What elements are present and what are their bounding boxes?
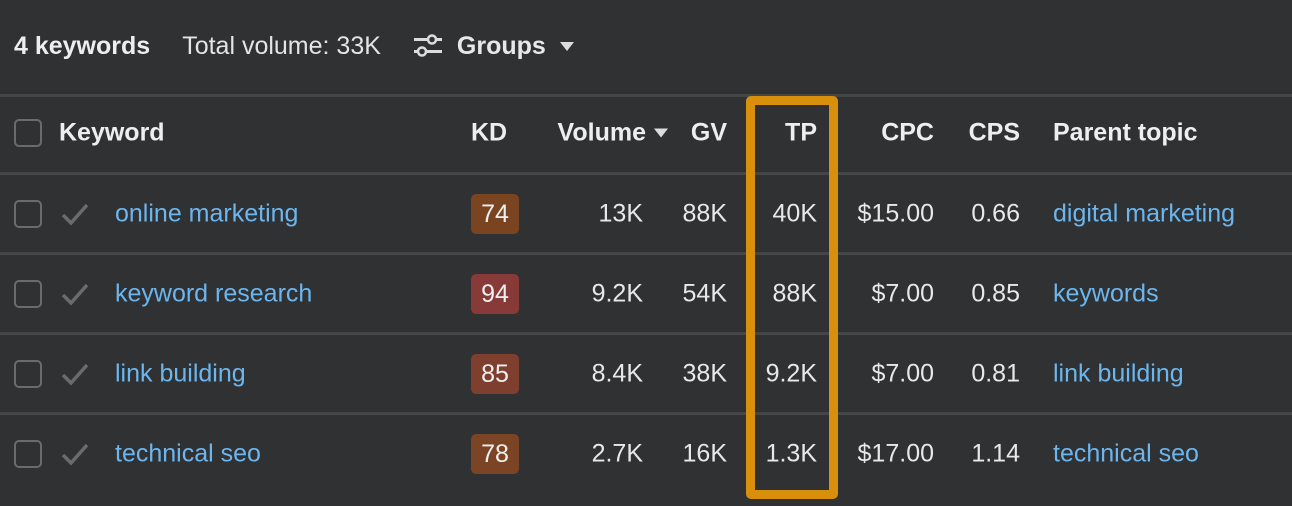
- keyword-link[interactable]: keyword research: [115, 279, 313, 308]
- gv-value: 16K: [682, 439, 727, 468]
- col-parent-topic[interactable]: Parent topic: [1053, 118, 1198, 147]
- tp-value: 9.2K: [765, 359, 817, 388]
- row-checkbox[interactable]: [14, 280, 42, 308]
- parent-topic-link[interactable]: link building: [1053, 359, 1184, 388]
- keyword-count: 4 keywords: [14, 31, 151, 60]
- groups-dropdown[interactable]: Groups: [413, 32, 574, 61]
- kd-badge: 78: [471, 434, 519, 474]
- checkmark-icon[interactable]: [60, 442, 90, 466]
- table-row: link building 85 8.4K 38K 9.2K $7.00 0.8…: [0, 334, 1292, 414]
- divider: [0, 172, 1292, 175]
- volume-value: 8.4K: [591, 359, 643, 388]
- table-header: Keyword KD Volume GV TP CPC CPS Parent t…: [0, 93, 1292, 173]
- gv-value: 38K: [682, 359, 727, 388]
- kd-badge: 85: [471, 354, 519, 394]
- sort-desc-icon: [654, 128, 668, 138]
- row-checkbox[interactable]: [14, 200, 42, 228]
- checkmark-icon[interactable]: [60, 202, 90, 226]
- caret-down-icon: [559, 41, 574, 51]
- groups-label: Groups: [456, 31, 546, 60]
- row-checkbox[interactable]: [14, 360, 42, 388]
- col-cpc[interactable]: CPC: [881, 118, 934, 147]
- checkmark-icon[interactable]: [60, 282, 90, 306]
- col-kd[interactable]: KD: [471, 118, 508, 147]
- gv-value: 54K: [682, 279, 727, 308]
- cps-value: 0.66: [971, 199, 1020, 228]
- table-row: technical seo 78 2.7K 16K 1.3K $17.00 1.…: [0, 414, 1292, 494]
- table-row: online marketing 74 13K 88K 40K $15.00 0…: [0, 174, 1292, 254]
- sliders-icon: [413, 34, 442, 57]
- cpc-value: $7.00: [871, 359, 934, 388]
- tp-value: 1.3K: [765, 439, 817, 468]
- cps-value: 0.81: [971, 359, 1020, 388]
- volume-value: 13K: [598, 199, 643, 228]
- col-tp[interactable]: TP: [785, 118, 817, 147]
- divider: [0, 332, 1292, 335]
- parent-topic-link[interactable]: keywords: [1053, 279, 1159, 308]
- divider: [0, 94, 1292, 97]
- keyword-link[interactable]: link building: [115, 359, 246, 388]
- col-volume[interactable]: Volume: [558, 119, 668, 148]
- keyword-link[interactable]: online marketing: [115, 199, 299, 228]
- cps-value: 0.85: [971, 279, 1020, 308]
- divider: [0, 412, 1292, 415]
- select-all-checkbox[interactable]: [14, 119, 42, 147]
- col-gv[interactable]: GV: [690, 118, 727, 147]
- cpc-value: $15.00: [857, 199, 934, 228]
- col-keyword[interactable]: Keyword: [59, 118, 165, 147]
- checkmark-icon[interactable]: [60, 362, 90, 386]
- table-row: keyword research 94 9.2K 54K 88K $7.00 0…: [0, 254, 1292, 334]
- tp-column-highlight: [746, 96, 838, 499]
- keyword-link[interactable]: technical seo: [115, 439, 261, 468]
- kd-badge: 94: [471, 274, 519, 314]
- kd-badge: 74: [471, 194, 519, 234]
- cpc-value: $7.00: [871, 279, 934, 308]
- volume-value: 9.2K: [591, 279, 643, 308]
- col-cps[interactable]: CPS: [968, 118, 1020, 147]
- summary-bar: 4 keywords Total volume: 33K Groups: [14, 28, 574, 64]
- tp-value: 88K: [772, 279, 817, 308]
- cpc-value: $17.00: [857, 439, 934, 468]
- cps-value: 1.14: [971, 439, 1020, 468]
- parent-topic-link[interactable]: digital marketing: [1053, 199, 1236, 228]
- col-volume-label: Volume: [557, 118, 646, 147]
- divider: [0, 252, 1292, 255]
- parent-topic-link[interactable]: technical seo: [1053, 439, 1199, 468]
- tp-value: 40K: [772, 199, 817, 228]
- total-volume: Total volume: 33K: [182, 31, 381, 60]
- volume-value: 2.7K: [591, 439, 643, 468]
- gv-value: 88K: [682, 199, 727, 228]
- row-checkbox[interactable]: [14, 440, 42, 468]
